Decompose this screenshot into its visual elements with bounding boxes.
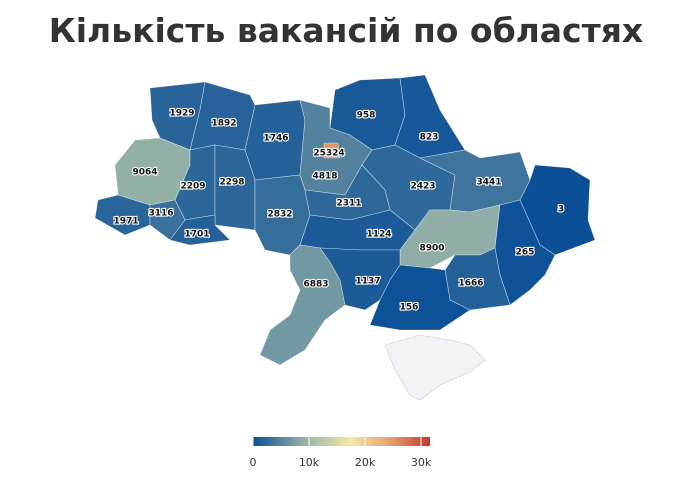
value-label: 156 xyxy=(400,303,419,313)
value-label: 3441 xyxy=(476,178,501,188)
value-label: 8900 xyxy=(419,244,444,254)
colorbar-tick-label: 30k xyxy=(411,456,432,469)
region xyxy=(369,264,471,331)
value-label: 823 xyxy=(420,133,439,143)
region xyxy=(494,199,556,306)
region xyxy=(399,204,501,269)
value-label: 1666 xyxy=(458,279,483,289)
value-label: 25324 xyxy=(313,149,344,159)
value-label: 1971 xyxy=(113,217,138,227)
value-label: 265 xyxy=(516,248,535,258)
title: Кількість вакансій по областях xyxy=(49,11,643,50)
crimea xyxy=(384,334,486,401)
region xyxy=(323,142,341,159)
value-label: 958 xyxy=(357,111,376,121)
colorbar-tick-label: 10k xyxy=(299,456,320,469)
region xyxy=(519,164,596,256)
value-label: 9064 xyxy=(132,168,157,178)
value-label: 2209 xyxy=(180,182,205,192)
value-label: 1124 xyxy=(366,230,391,240)
value-label: 2311 xyxy=(336,199,361,209)
value-label: 6883 xyxy=(303,280,328,290)
region xyxy=(394,74,466,159)
value-label: 2423 xyxy=(410,182,435,192)
value-label: 1929 xyxy=(169,109,194,119)
value-label: 1746 xyxy=(263,134,288,144)
value-label: 3 xyxy=(558,205,564,215)
value-label: 2298 xyxy=(219,178,244,188)
value-label: 2832 xyxy=(267,210,292,220)
value-label: 4818 xyxy=(312,172,337,182)
region xyxy=(169,214,231,246)
value-label: 3116 xyxy=(148,209,173,219)
value-label: 1137 xyxy=(355,277,380,287)
value-label: 1701 xyxy=(184,230,209,240)
colorbar-tick-label: 20k xyxy=(355,456,376,469)
value-label: 1892 xyxy=(211,119,236,129)
colorbar-tick-label: 0 xyxy=(250,456,257,469)
colorbar xyxy=(253,437,430,446)
